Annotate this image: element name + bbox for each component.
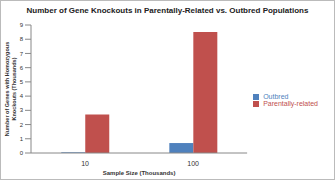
svg-text:Sample Size (Thousands): Sample Size (Thousands) xyxy=(103,170,176,176)
svg-text:5: 5 xyxy=(20,79,24,85)
svg-text:2: 2 xyxy=(20,122,24,128)
svg-text:3: 3 xyxy=(20,107,24,113)
html-text:Parentally-related: Parentally-related xyxy=(263,100,318,107)
svg-text:Number of Genes with Homozygou: Number of Genes with HomozygousKnockouts… xyxy=(8,42,17,136)
html-text:Number of Gene Knockouts in Pa: Number of Gene Knockouts in Parentally-R… xyxy=(26,6,309,15)
svg-text:9: 9 xyxy=(20,22,24,28)
svg-text:10: 10 xyxy=(81,160,89,167)
svg-text:7: 7 xyxy=(20,51,24,57)
svg-text:6: 6 xyxy=(20,65,24,71)
svg-text:100: 100 xyxy=(187,160,199,167)
svg-text:0: 0 xyxy=(20,150,24,156)
svg-text:1: 1 xyxy=(20,136,24,142)
html-text:Outbred: Outbred xyxy=(263,92,289,100)
svg-text:8: 8 xyxy=(20,36,24,42)
svg-text:4: 4 xyxy=(20,93,24,99)
